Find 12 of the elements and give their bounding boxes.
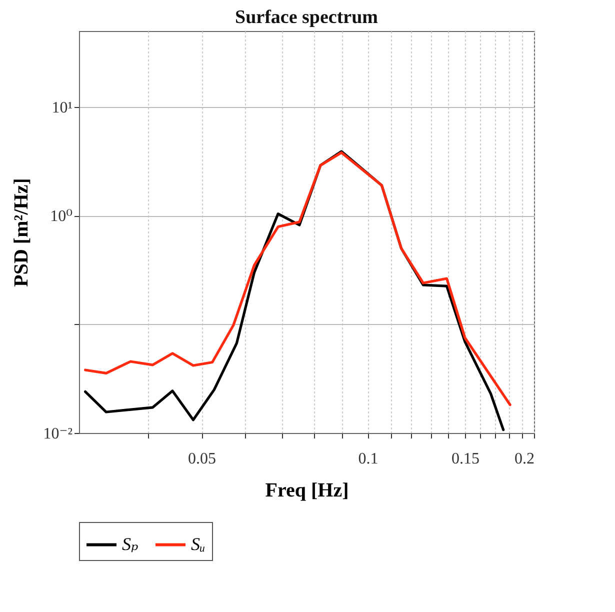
x-tick-label: 0.15 bbox=[452, 450, 480, 468]
x-axis-title: Freq [Hz] bbox=[265, 480, 349, 502]
y-tick-label: 10¹ bbox=[52, 99, 73, 116]
legend-label: Sᵤ bbox=[191, 534, 206, 554]
x-tick-label: 0.2 bbox=[514, 450, 534, 468]
y-tick-label: 10⁰ bbox=[50, 208, 72, 226]
x-tick-label: 0.05 bbox=[188, 450, 216, 468]
chart-title: Surface spectrum bbox=[235, 7, 378, 28]
x-tick-label: 0.1 bbox=[358, 450, 378, 468]
y-axis-title: PSD [m²/Hz] bbox=[10, 178, 32, 287]
legend-label: Sₚ bbox=[122, 534, 138, 554]
y-tick-label: 10⁻² bbox=[43, 426, 73, 442]
